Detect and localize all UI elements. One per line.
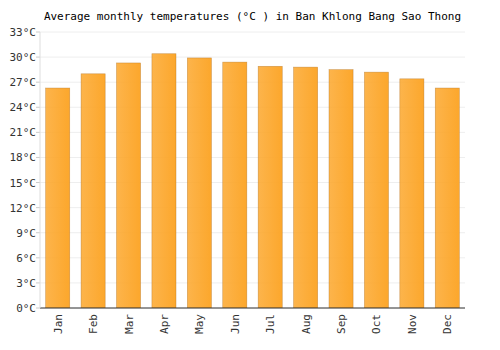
x-tick-label: Jan [52, 314, 65, 334]
bar [117, 63, 141, 308]
bar [329, 70, 353, 308]
y-tick-label: 18°C [10, 151, 37, 164]
x-tick-label: Mar [123, 314, 136, 334]
x-tick-label: Feb [87, 314, 100, 334]
chart: Average monthly temperatures (°C ) in Ba… [0, 0, 500, 350]
x-tick-label: Dec [441, 314, 454, 334]
x-tick-label: May [193, 314, 206, 334]
tick-mark [36, 157, 40, 158]
tick-mark [36, 232, 40, 233]
bar [435, 88, 459, 308]
x-tick-label: Aug [300, 314, 313, 334]
x-tick-label: Nov [406, 314, 419, 334]
bar [258, 66, 282, 308]
tick-mark [36, 57, 40, 58]
y-tick-label: 30°C [10, 51, 37, 64]
x-tick-label: Jul [264, 314, 277, 334]
bar [400, 79, 424, 308]
tick-mark [36, 82, 40, 83]
bar [294, 67, 318, 308]
y-tick-label: 27°C [10, 76, 37, 89]
title: Average monthly temperatures (°C ) in Ba… [44, 10, 461, 23]
bar [187, 58, 211, 308]
tick-mark [36, 32, 40, 33]
x-tick-label: Oct [370, 314, 383, 334]
y-tick-label: 3°C [16, 277, 36, 290]
bar [81, 74, 105, 308]
y-tick-label: 15°C [10, 177, 37, 190]
y-tick-label: 9°C [16, 227, 36, 240]
y-tick-label: 24°C [10, 101, 37, 114]
y-axis-line [40, 32, 41, 308]
y-tick-label: 6°C [16, 252, 36, 265]
tick-mark [36, 132, 40, 133]
tick-mark [36, 182, 40, 183]
y-tick-label: 21°C [10, 126, 37, 139]
grid-line [40, 57, 465, 58]
bars [46, 54, 460, 308]
y-tick-label: 33°C [10, 26, 37, 39]
x-axis-line [40, 308, 465, 309]
tick-mark [36, 257, 40, 258]
grid-line [40, 308, 465, 309]
grid-line [40, 32, 465, 33]
bar [364, 72, 388, 308]
tick-mark [36, 282, 40, 283]
y-tick-label: 12°C [10, 202, 37, 215]
tick-mark [36, 308, 40, 309]
y-tick-label: 0°C [16, 302, 36, 315]
x-tick-label: Jun [229, 314, 242, 334]
bar [46, 88, 70, 308]
bar [152, 54, 176, 308]
tick-mark [36, 207, 40, 208]
x-tick-label: Sep [335, 314, 348, 334]
x-tick-label: Apr [158, 314, 171, 334]
bar [223, 62, 247, 308]
tick-mark [36, 107, 40, 108]
